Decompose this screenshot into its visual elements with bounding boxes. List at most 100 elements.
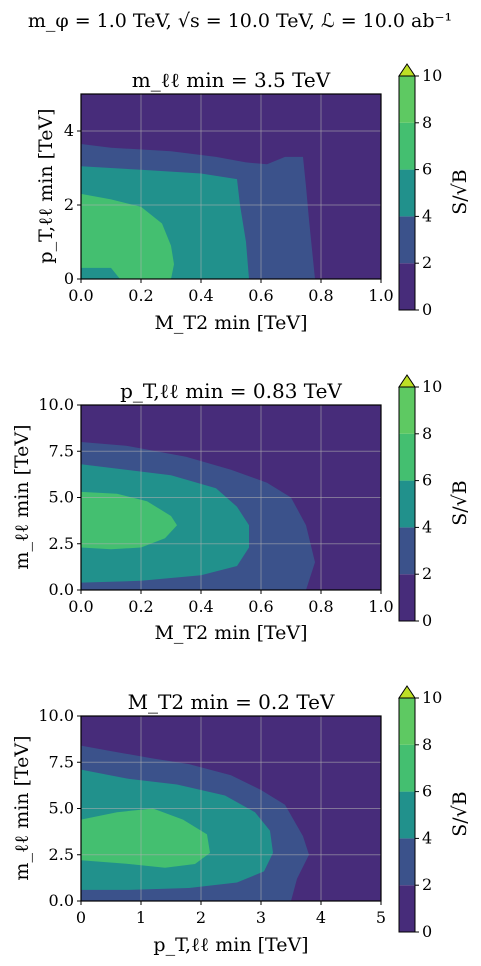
x-tick-label: 2 bbox=[196, 908, 206, 927]
x-tick-label: 1.0 bbox=[368, 286, 393, 305]
colorbar-tick-label: 10 bbox=[422, 66, 442, 85]
colorbar-tick-label: 6 bbox=[422, 471, 432, 490]
x-tick-label: 0.4 bbox=[188, 286, 213, 305]
colorbar-band bbox=[399, 838, 415, 886]
panel-2-title: p_T,ℓℓ min = 0.83 TeV bbox=[120, 379, 342, 403]
panel-1-x-ticks: 0.0 0.2 0.4 0.6 0.8 1.0 bbox=[68, 279, 394, 305]
y-tick-label: 10.0 bbox=[38, 395, 74, 414]
panel-1-colorbar-label: S/√B bbox=[449, 169, 471, 215]
contour-band-6-8 bbox=[81, 193, 174, 279]
colorbar-tick-label: 6 bbox=[422, 782, 432, 801]
panel-1-y-ticks: 0 2 4 bbox=[64, 121, 81, 288]
y-tick-label: 0.0 bbox=[49, 580, 74, 599]
colorbar-band bbox=[399, 480, 415, 528]
colorbar-band bbox=[399, 744, 415, 792]
colorbar-tick-label: 8 bbox=[422, 424, 432, 443]
panel-3-plot-area bbox=[80, 715, 382, 902]
colorbar-band bbox=[399, 433, 415, 481]
panel-3-x-ticks: 0 1 2 3 4 5 bbox=[76, 901, 386, 927]
x-tick-label: 5 bbox=[376, 908, 386, 927]
colorbar-band bbox=[399, 527, 415, 575]
colorbar-band bbox=[399, 122, 415, 170]
colorbar-band bbox=[399, 885, 415, 932]
x-tick-label: 3 bbox=[256, 908, 266, 927]
colorbar-tick-label: 0 bbox=[422, 300, 432, 319]
panel-1-title: m_ℓℓ min = 3.5 TeV bbox=[132, 68, 331, 92]
colorbar-frame bbox=[398, 697, 416, 933]
colorbar-band bbox=[399, 76, 415, 123]
panel-2-x-ticks: 0.0 0.2 0.4 0.6 0.8 1.0 bbox=[68, 590, 394, 616]
x-tick-label: 1.0 bbox=[368, 597, 393, 616]
panel-1-colorbar: 0 2 4 6 8 10 bbox=[398, 63, 442, 319]
colorbar-extend-arrow bbox=[398, 63, 416, 77]
y-tick-label: 10.0 bbox=[38, 706, 74, 725]
colorbar-band bbox=[399, 216, 415, 264]
panel-2-x-axis-label: M_T2 min [TeV] bbox=[154, 622, 307, 644]
y-tick-label: 4 bbox=[64, 121, 74, 140]
panel-1-y-axis-label: p_T,ℓℓ min [TeV] bbox=[35, 108, 57, 263]
colorbar-tick-label: 4 bbox=[422, 517, 432, 536]
colorbar-tick-label: 8 bbox=[422, 735, 432, 754]
x-tick-label: 0.8 bbox=[308, 286, 333, 305]
panel-3: M_T2 min = 0.2 TeV 0 1 2 3 4 5 0.0 2.5 5.0 7.5 10… bbox=[11, 685, 471, 956]
panel-3-x-axis-label: p_T,ℓℓ min [TeV] bbox=[153, 934, 308, 956]
x-tick-label: 0.6 bbox=[248, 597, 273, 616]
colorbar-tick-label: 2 bbox=[422, 875, 432, 894]
contour-band-6-8 bbox=[81, 808, 210, 868]
colorbar-frame bbox=[398, 75, 416, 311]
colorbar-tick-label: 10 bbox=[422, 377, 442, 396]
colorbar-band bbox=[399, 169, 415, 217]
colorbar-tick-label: 4 bbox=[422, 828, 432, 847]
colorbar-extend-arrow bbox=[398, 685, 416, 699]
panel-1: m_ℓℓ min = 3.5 TeV 0.0 0.2 0.4 0.6 0.8 1.0 0 2… bbox=[35, 63, 471, 334]
panel-3-y-axis-label: m_ℓℓ min [TeV] bbox=[11, 735, 33, 880]
y-tick-label: 2.5 bbox=[49, 845, 74, 864]
x-tick-label: 0.8 bbox=[308, 597, 333, 616]
panel-3-y-ticks: 0.0 2.5 5.0 7.5 10.0 bbox=[38, 706, 81, 910]
y-tick-label: 0.0 bbox=[49, 891, 74, 910]
colorbar-band bbox=[399, 387, 415, 434]
colorbar-tick-label: 2 bbox=[422, 564, 432, 583]
colorbar-tick-label: 6 bbox=[422, 160, 432, 179]
x-tick-label: 0.6 bbox=[248, 286, 273, 305]
y-tick-label: 5.0 bbox=[49, 488, 74, 507]
panel-2-y-ticks: 0.0 2.5 5.0 7.5 10.0 bbox=[38, 395, 81, 599]
panel-1-x-axis-label: M_T2 min [TeV] bbox=[154, 312, 307, 334]
y-tick-label: 2.5 bbox=[49, 534, 74, 553]
y-tick-label: 7.5 bbox=[49, 441, 74, 460]
panel-1-plot-area bbox=[80, 93, 382, 280]
colorbar-tick-label: 0 bbox=[422, 922, 432, 941]
x-tick-label: 0 bbox=[76, 908, 86, 927]
colorbar-band bbox=[399, 263, 415, 310]
x-tick-label: 4 bbox=[316, 908, 326, 927]
colorbar-tick-label: 2 bbox=[422, 253, 432, 272]
colorbar-band bbox=[399, 574, 415, 621]
panel-2-colorbar: 0 2 4 6 8 10 bbox=[398, 374, 442, 630]
panel-2-plot-area bbox=[80, 404, 382, 591]
colorbar-extend-arrow bbox=[398, 374, 416, 388]
contour-band-6-8 bbox=[81, 491, 177, 550]
y-tick-label: 2 bbox=[64, 195, 74, 214]
y-tick-label: 7.5 bbox=[49, 752, 74, 771]
panel-2-colorbar-label: S/√B bbox=[449, 480, 471, 526]
panel-3-colorbar-label: S/√B bbox=[449, 791, 471, 837]
colorbar-band bbox=[399, 698, 415, 745]
y-tick-label: 0 bbox=[64, 269, 74, 288]
x-tick-label: 0.2 bbox=[128, 597, 153, 616]
x-tick-label: 1 bbox=[136, 908, 146, 927]
colorbar-tick-label: 10 bbox=[422, 688, 442, 707]
x-tick-label: 0.0 bbox=[68, 286, 93, 305]
x-tick-label: 0.0 bbox=[68, 597, 93, 616]
colorbar-band bbox=[399, 791, 415, 839]
colorbar-tick-label: 4 bbox=[422, 206, 432, 225]
panel-2-y-axis-label: m_ℓℓ min [TeV] bbox=[11, 424, 33, 569]
x-tick-label: 0.4 bbox=[188, 597, 213, 616]
x-tick-label: 0.2 bbox=[128, 286, 153, 305]
panel-3-colorbar: 0 2 4 6 8 10 bbox=[398, 685, 442, 941]
panel-3-title: M_T2 min = 0.2 TeV bbox=[128, 690, 335, 714]
y-tick-label: 5.0 bbox=[49, 799, 74, 818]
figure-suptitle: m_φ = 1.0 TeV, √s = 10.0 TeV, ℒ = 10.0 a… bbox=[28, 10, 452, 32]
colorbar-tick-label: 0 bbox=[422, 611, 432, 630]
panel-2: p_T,ℓℓ min = 0.83 TeV 0.0 0.2 0.4 0.6 0.8 1.0… bbox=[11, 374, 471, 644]
